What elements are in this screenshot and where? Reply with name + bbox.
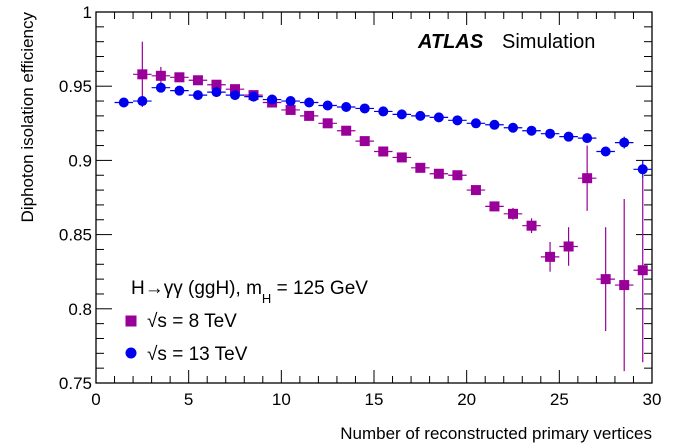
data-point <box>545 251 556 262</box>
data-point <box>433 168 444 179</box>
data-point <box>600 274 611 285</box>
legend: H→γγ (ggH), mH = 125 GeV √s = 8 TeV √s =… <box>125 278 368 365</box>
data-point <box>489 201 500 212</box>
data-point <box>452 170 463 181</box>
x-tick-label: 15 <box>365 390 384 409</box>
data-point <box>563 131 574 142</box>
data-point <box>341 101 352 112</box>
data-point <box>563 241 574 252</box>
atlas-label: ATLAS Simulation <box>417 31 595 53</box>
y-tick-label: 0.9 <box>68 151 92 170</box>
data-point <box>359 136 370 147</box>
process-label-subscript: H <box>262 291 271 306</box>
data-point <box>230 90 240 101</box>
data-point <box>415 110 426 121</box>
data-point <box>118 97 129 108</box>
x-tick-label: 0 <box>91 390 100 409</box>
data-series <box>114 41 652 372</box>
data-point <box>582 133 593 144</box>
data-point <box>582 173 593 184</box>
x-tick-label: 30 <box>643 390 662 409</box>
data-point <box>174 85 185 96</box>
data-point <box>378 146 389 157</box>
data-point <box>267 94 278 105</box>
process-label-main: H→γγ (ggH), m <box>131 278 262 299</box>
data-point <box>396 152 407 163</box>
data-point <box>174 72 185 83</box>
data-point <box>508 122 518 133</box>
x-tick-label: 10 <box>272 390 291 409</box>
data-point <box>378 106 389 117</box>
atlas-experiment-label: ATLAS <box>417 31 484 53</box>
data-point <box>433 112 444 123</box>
legend-label-13tev: √s = 13 TeV <box>147 344 248 365</box>
data-point <box>304 110 315 121</box>
data-point <box>322 100 333 111</box>
data-point <box>526 220 537 231</box>
series-13tev <box>114 82 652 179</box>
data-point <box>211 87 222 98</box>
x-tick-label: 25 <box>550 390 569 409</box>
data-point <box>637 265 648 276</box>
process-label-tail: = 125 GeV <box>271 278 368 299</box>
y-tick-label: 0.85 <box>59 226 92 245</box>
x-tick-label: 5 <box>184 390 193 409</box>
data-point <box>155 82 166 93</box>
tick-labels: 0 5 10 15 20 25 30 0.75 0.8 0.85 0.9 0.95 1 <box>59 3 662 409</box>
data-point <box>304 97 315 108</box>
data-point <box>619 280 630 291</box>
y-tick-label: 0.95 <box>59 77 92 96</box>
y-axis-title: Diphoton isolation efficiency <box>18 12 37 223</box>
data-point <box>470 185 481 196</box>
data-point <box>637 164 648 175</box>
atlas-simulation-label: Simulation <box>502 31 595 53</box>
data-point <box>248 91 259 102</box>
legend-label-8tev: √s = 8 TeV <box>147 311 237 332</box>
data-point <box>155 70 166 81</box>
data-point <box>322 118 333 129</box>
data-point <box>508 208 518 219</box>
data-point <box>211 79 222 90</box>
legend-marker-13tev <box>125 347 137 359</box>
data-point <box>230 84 240 95</box>
data-point <box>192 90 203 101</box>
data-point <box>396 109 407 120</box>
data-point <box>452 115 463 126</box>
y-tick-label: 0.8 <box>68 300 92 319</box>
data-point <box>619 137 630 148</box>
data-point <box>470 118 481 129</box>
data-point <box>341 125 352 136</box>
legend-marker-8tev <box>125 315 137 327</box>
process-label: H→γγ (ggH), mH = 125 GeV <box>131 278 368 306</box>
y-tick-label: 0.75 <box>59 374 92 393</box>
data-point <box>192 75 203 86</box>
data-point <box>415 162 426 173</box>
x-tick-label: 20 <box>457 390 476 409</box>
data-point <box>285 96 296 107</box>
data-point <box>545 128 556 139</box>
data-point <box>137 69 148 80</box>
x-axis-title: Number of reconstructed primary vertices <box>340 424 652 443</box>
data-point <box>137 96 148 107</box>
data-point <box>285 104 296 115</box>
data-point <box>600 146 611 157</box>
axis-ticks <box>95 11 653 384</box>
data-point <box>526 125 537 136</box>
data-point <box>359 103 370 114</box>
data-point <box>489 119 500 130</box>
y-tick-label: 1 <box>83 3 92 22</box>
